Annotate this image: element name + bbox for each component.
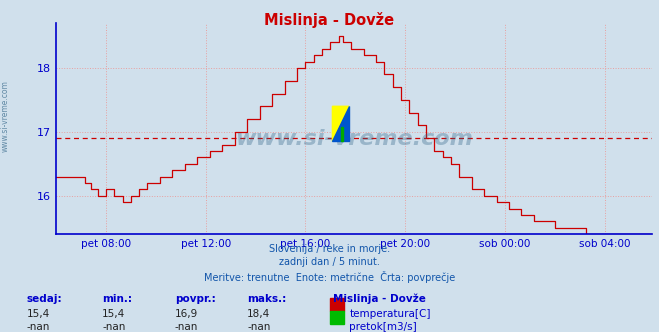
Text: Slovenija / reke in morje.: Slovenija / reke in morje. <box>269 244 390 254</box>
Text: pretok[m3/s]: pretok[m3/s] <box>349 322 417 332</box>
Text: min.:: min.: <box>102 294 132 304</box>
Text: www.si-vreme.com: www.si-vreme.com <box>1 80 10 152</box>
Text: maks.:: maks.: <box>247 294 287 304</box>
Text: -nan: -nan <box>102 322 125 332</box>
Text: sedaj:: sedaj: <box>26 294 62 304</box>
Text: -nan: -nan <box>26 322 49 332</box>
Text: www.si-vreme.com: www.si-vreme.com <box>235 129 473 149</box>
Text: Mislinja - Dovže: Mislinja - Dovže <box>264 12 395 28</box>
Text: -nan: -nan <box>175 322 198 332</box>
Polygon shape <box>332 106 349 141</box>
Bar <box>341 127 343 141</box>
Text: 15,4: 15,4 <box>26 309 49 319</box>
Text: 15,4: 15,4 <box>102 309 125 319</box>
Text: 18,4: 18,4 <box>247 309 270 319</box>
Text: zadnji dan / 5 minut.: zadnji dan / 5 minut. <box>279 257 380 267</box>
Text: povpr.:: povpr.: <box>175 294 215 304</box>
Text: 16,9: 16,9 <box>175 309 198 319</box>
Text: Mislinja - Dovže: Mislinja - Dovže <box>333 294 426 304</box>
Text: Meritve: trenutne  Enote: metrične  Črta: povprečje: Meritve: trenutne Enote: metrične Črta: … <box>204 271 455 283</box>
Text: temperatura[C]: temperatura[C] <box>349 309 431 319</box>
Polygon shape <box>332 106 349 141</box>
Text: -nan: -nan <box>247 322 270 332</box>
